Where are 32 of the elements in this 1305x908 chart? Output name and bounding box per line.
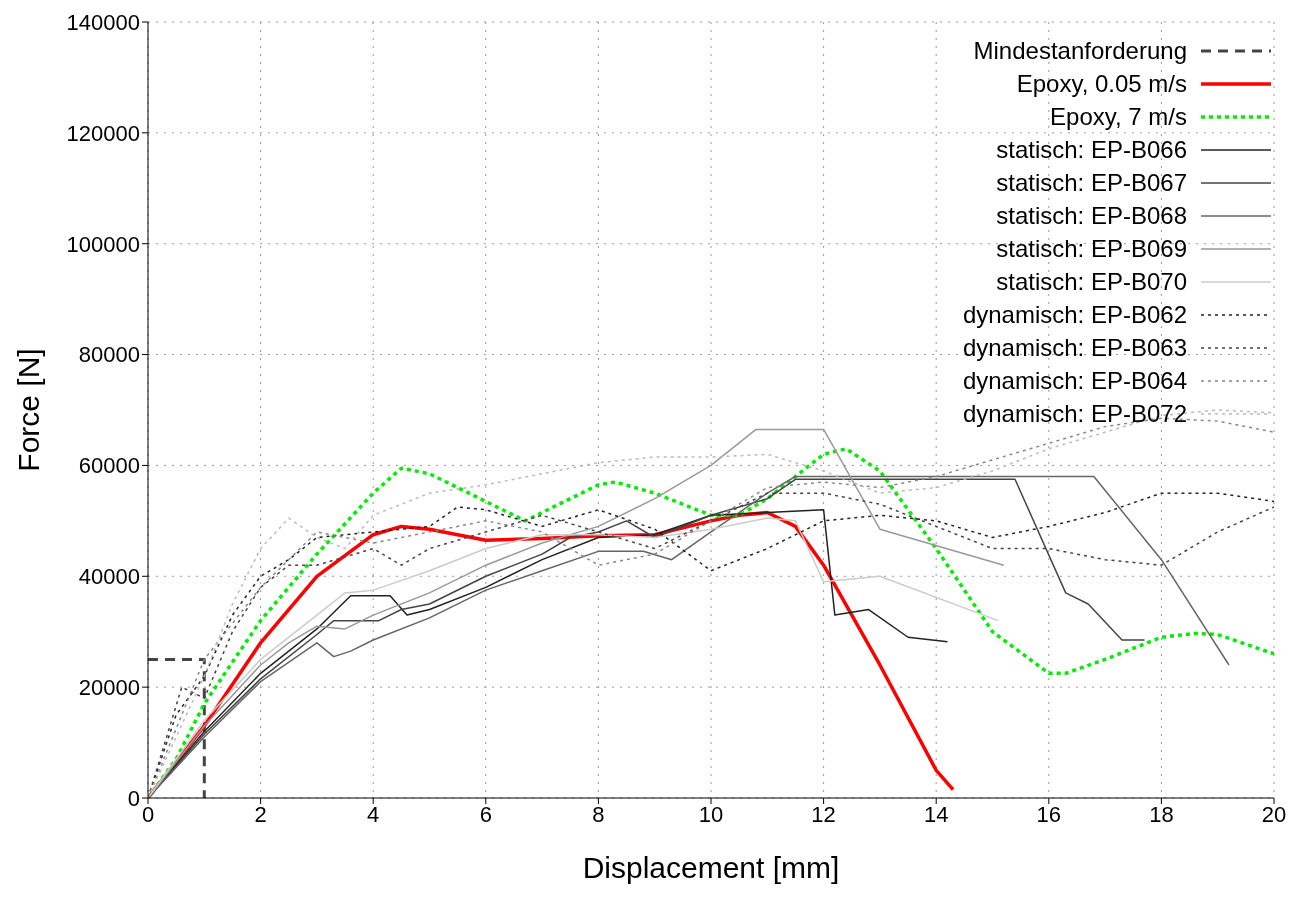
y-tick-label: 140000	[66, 9, 140, 35]
y-tick-label: 100000	[66, 231, 140, 257]
x-tick-label: 20	[1261, 801, 1287, 827]
x-tick-label: 14	[923, 801, 949, 827]
y-axis-title: Force [N]	[11, 348, 45, 472]
y-tick-label: 80000	[78, 342, 140, 368]
x-tick-label: 2	[254, 801, 267, 827]
legend-label: dynamisch: EP-B063	[962, 333, 1187, 363]
x-tick-label: 6	[479, 801, 492, 827]
legend-label: Epoxy, 0.05 m/s	[1016, 69, 1187, 99]
legend-label: statisch: EP-B068	[996, 201, 1187, 231]
x-axis-title: Displacement [mm]	[582, 851, 840, 884]
y-tick-label: 120000	[66, 120, 140, 146]
y-tick-label: 0	[127, 785, 140, 811]
y-tick-label: 40000	[78, 564, 140, 590]
x-tick-label: 16	[1036, 801, 1062, 827]
x-tick-label: 18	[1149, 801, 1174, 827]
legend-label: dynamisch: EP-B062	[962, 300, 1187, 330]
legend-label: dynamisch: EP-B072	[962, 399, 1187, 429]
legend-label: statisch: EP-B066	[996, 135, 1187, 165]
y-tick-label: 20000	[78, 674, 140, 700]
legend-label: dynamisch: EP-B064	[962, 366, 1187, 396]
x-tick-label: 4	[367, 801, 380, 827]
x-tick-label: 12	[811, 801, 836, 827]
x-tick-label: 10	[698, 801, 724, 827]
legend-label: Mindestanforderung	[973, 36, 1187, 66]
legend-label: statisch: EP-B070	[996, 267, 1187, 297]
legend-label: statisch: EP-B069	[996, 234, 1187, 264]
y-tick-label: 60000	[78, 453, 140, 479]
x-tick-label: 8	[592, 801, 605, 827]
legend-label: Epoxy, 7 m/s	[1050, 102, 1187, 132]
legend-label: statisch: EP-B067	[996, 168, 1187, 198]
